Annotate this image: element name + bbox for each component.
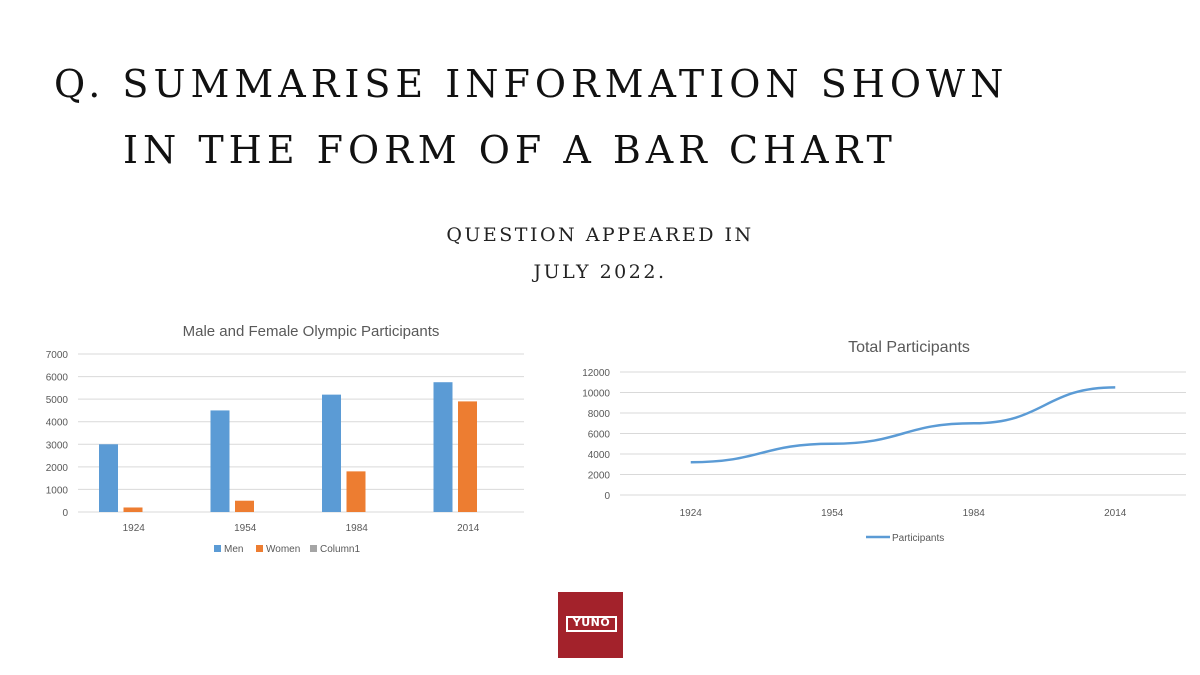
line-y-tick-label: 10000 — [582, 389, 610, 400]
bar-legend-swatch-women — [256, 545, 263, 552]
line-y-tick-label: 4000 — [588, 450, 611, 461]
bar-men-1984 — [322, 394, 341, 512]
bar-women-1984 — [346, 471, 366, 512]
bar-legend-swatch-men — [214, 545, 221, 552]
bar-men-1924 — [99, 444, 118, 512]
line-chart-title: Total Participants — [848, 339, 970, 356]
bar-y-tick-label: 1000 — [46, 485, 69, 496]
bar-x-tick-label: 1954 — [234, 523, 257, 534]
bar-y-tick-label: 4000 — [46, 418, 69, 429]
bar-legend-label: Women — [266, 544, 300, 555]
bar-men-1954 — [210, 410, 230, 512]
bar-y-tick-label: 3000 — [46, 440, 69, 451]
subheading-line-1: QUESTION APPEARED IN — [446, 224, 754, 246]
subheading-line-2: JULY 2022. — [533, 261, 667, 283]
bar-women-2014 — [458, 401, 477, 512]
bar-chart-title: Male and Female Olympic Participants — [183, 323, 440, 340]
line-x-tick-label: 1984 — [963, 508, 986, 519]
bar-women-1924 — [123, 507, 143, 512]
line-y-tick-label: 6000 — [588, 430, 611, 441]
bar-legend-swatch-column1 — [310, 545, 317, 552]
bar-x-tick-label: 1924 — [123, 523, 146, 534]
bar-y-tick-label: 0 — [62, 508, 68, 519]
bar-legend-label: Men — [224, 544, 243, 555]
line-legend-label: Participants — [892, 533, 944, 544]
line-y-tick-label: 2000 — [588, 471, 611, 482]
logo-text: YUNO — [572, 616, 611, 629]
line-series-participants — [690, 386, 1116, 464]
yuno-logo: YUNO — [558, 592, 623, 658]
line-x-tick-label: 1954 — [821, 508, 844, 519]
bar-x-tick-label: 1984 — [346, 523, 369, 534]
logo-frame — [566, 616, 617, 632]
bar-men-2014 — [433, 382, 453, 512]
bar-x-tick-label: 2014 — [457, 523, 480, 534]
bar-y-tick-label: 5000 — [46, 395, 69, 406]
heading-line-2: IN THE FORM OF A BAR CHART — [123, 128, 897, 172]
bar-women-1954 — [235, 500, 254, 512]
heading-line-1: Q. SUMMARISE INFORMATION SHOWN — [54, 62, 1009, 106]
bar-y-tick-label: 6000 — [46, 373, 69, 384]
bar-y-tick-label: 7000 — [46, 350, 69, 361]
line-x-tick-label: 2014 — [1104, 508, 1127, 519]
line-y-tick-label: 8000 — [588, 409, 611, 420]
line-y-tick-label: 12000 — [582, 368, 610, 379]
bar-y-tick-label: 2000 — [46, 463, 69, 474]
line-x-tick-label: 1924 — [680, 508, 703, 519]
bar-legend-label: Column1 — [320, 544, 360, 555]
line-y-tick-label: 0 — [604, 491, 610, 502]
